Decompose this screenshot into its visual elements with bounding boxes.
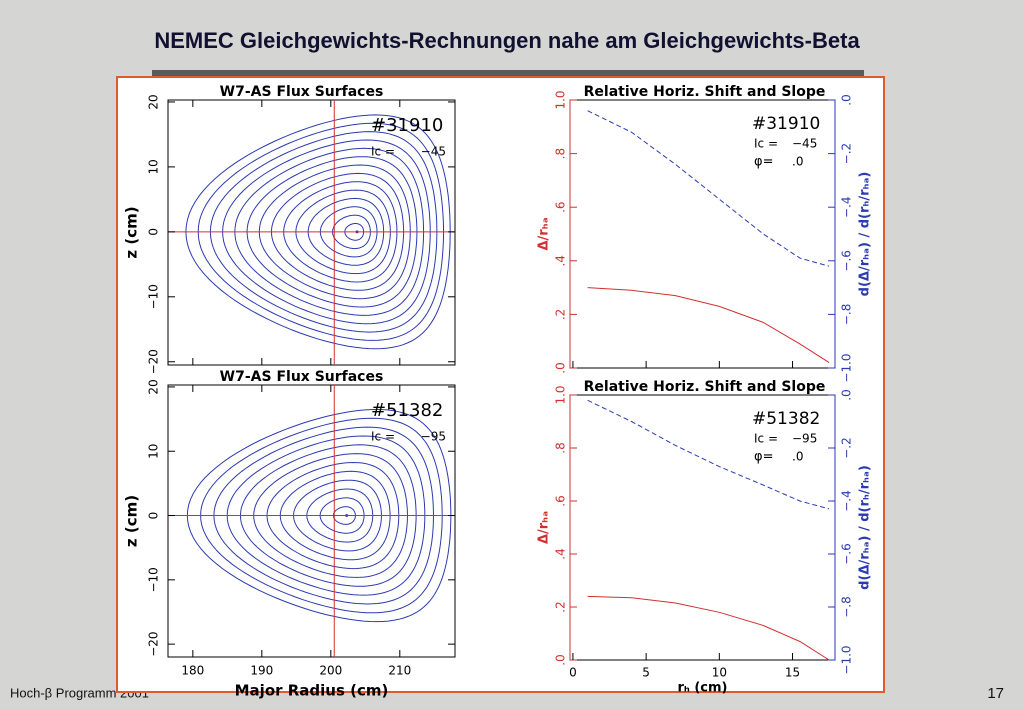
y-tick-label: .8 (554, 148, 568, 159)
annotation: #51382 (752, 409, 820, 429)
y-tick-label: .2 (554, 601, 568, 612)
y-tick-label: 10 (147, 159, 161, 174)
y2-tick-label: −.6 (840, 250, 854, 272)
annotation: −95 (792, 432, 817, 446)
y-tick-label: −20 (147, 631, 161, 656)
series-line (587, 110, 830, 267)
series-line (587, 287, 830, 364)
x-tick-label: 200 (319, 664, 342, 678)
x-tick-label: 10 (712, 666, 727, 680)
x-tick-label: 190 (250, 664, 273, 678)
plot-frame (167, 384, 456, 658)
y-tick-label: .2 (554, 309, 568, 320)
annotation: .0 (792, 450, 803, 464)
y-axis-label: z (cm) (123, 206, 141, 258)
y-tick-label: .0 (554, 654, 568, 665)
y-tick-label: .6 (554, 495, 568, 506)
x-tick-label: 0 (569, 666, 577, 680)
y2-tick-label: −.8 (840, 596, 854, 618)
y2-tick-label: −.4 (840, 196, 854, 218)
plot-title: W7-AS Flux Surfaces (220, 369, 384, 385)
plot-title: W7-AS Flux Surfaces (220, 84, 384, 100)
annotation: Ic = (754, 137, 778, 151)
x-axis-label: rₕ (cm) (678, 681, 728, 696)
y-axis-label: Δ/rₕₐ (537, 511, 552, 544)
plot-title: Relative Horiz. Shift and Slope (584, 84, 826, 100)
annotation: φ= (754, 155, 773, 170)
y2-tick-label: −1.0 (840, 645, 854, 674)
annotation: −95 (421, 430, 446, 444)
y-tick-label: .0 (554, 362, 568, 373)
y2-axis-label: d(Δ/rₕₐ) / d(rₕ/rₕₐ) (858, 172, 873, 297)
y-tick-label: 20 (147, 94, 161, 109)
annotation: #31910 (752, 114, 820, 134)
y-tick-label: .8 (554, 442, 568, 453)
slide-title: NEMEC Gleichgewichts-Rechnungen nahe am … (154, 28, 860, 53)
annotation: Ic = (371, 145, 395, 159)
y-tick-label: 0 (147, 228, 161, 236)
y-tick-label: −10 (147, 567, 161, 592)
x-tick-label: 5 (642, 666, 650, 680)
x-tick-label: 180 (181, 664, 204, 678)
y-tick-label: −20 (147, 349, 161, 374)
y2-tick-label: .0 (840, 94, 854, 105)
annotation: −45 (421, 145, 446, 159)
y-tick-label: 0 (147, 512, 161, 520)
plot-frame (167, 99, 456, 366)
plot-title: Relative Horiz. Shift and Slope (584, 379, 826, 395)
y-tick-label: .6 (554, 201, 568, 212)
y-axis-label: z (cm) (123, 495, 141, 547)
annotation: .0 (792, 155, 803, 169)
footer-text: Hoch-β Programm 2001 (10, 685, 149, 700)
page-number: 17 (987, 685, 1004, 702)
x-tick-label: 15 (785, 666, 800, 680)
annotation: φ= (754, 450, 773, 465)
series-line (587, 595, 830, 661)
title-bar (152, 70, 864, 76)
annotation: Ic = (371, 430, 395, 444)
y-tick-label: 10 (147, 444, 161, 459)
x-tick-label: 210 (388, 664, 411, 678)
annotation: #51382 (371, 400, 443, 421)
y2-tick-label: −.2 (840, 437, 854, 459)
y-tick-label: 1.0 (554, 385, 568, 404)
annotation: Ic = (754, 432, 778, 446)
series-line (587, 399, 830, 510)
x-axis-label: Major Radius (cm) (235, 682, 389, 700)
y2-tick-label: −.6 (840, 543, 854, 565)
y2-tick-label: −.4 (840, 490, 854, 512)
y-axis-label: Δ/rₕₐ (537, 217, 552, 250)
annotation: −45 (792, 137, 817, 151)
y2-tick-label: −.2 (840, 143, 854, 165)
y-tick-label: 1.0 (554, 90, 568, 109)
y-tick-label: 20 (147, 379, 161, 394)
annotation: #31910 (371, 115, 443, 136)
y2-tick-label: −.8 (840, 304, 854, 326)
y-tick-label: −10 (147, 284, 161, 309)
y-tick-label: .4 (554, 255, 568, 266)
y-tick-label: .4 (554, 548, 568, 559)
y2-axis-label: d(Δ/rₕₐ) / d(rₕ/rₕₐ) (858, 465, 873, 590)
y2-tick-label: .0 (840, 389, 854, 400)
y2-tick-label: −1.0 (840, 353, 854, 382)
